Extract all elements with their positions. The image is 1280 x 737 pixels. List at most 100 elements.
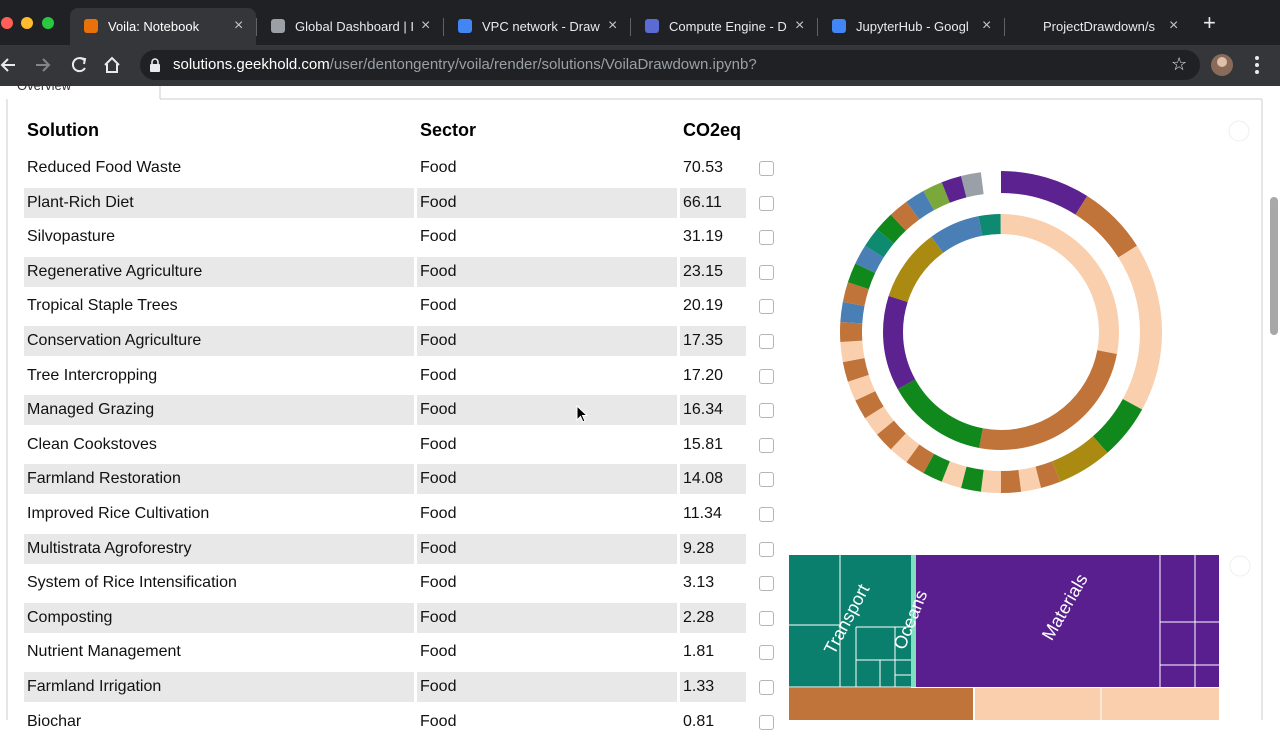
table-cell: 1.81 bbox=[683, 643, 715, 661]
table-cell: 66.11 bbox=[680, 187, 746, 218]
charts: Transport Oceans Materials bbox=[789, 171, 1219, 720]
table-cell: 16.34 bbox=[680, 395, 746, 426]
browser-tab[interactable]: JupyterHub - Googl × bbox=[818, 8, 1004, 45]
row-checkbox[interactable] bbox=[759, 230, 774, 246]
table-cell: Farmland Restoration bbox=[24, 464, 414, 495]
browser-tab[interactable]: ProjectDrawdown/s × bbox=[1005, 8, 1191, 45]
tab-bar: Voila: Notebook × Global Dashboard | I × VPC… bbox=[0, 0, 1280, 45]
url-text: solutions.geekhold.com/user/dentongentry… bbox=[173, 56, 757, 73]
row-checkbox[interactable] bbox=[759, 610, 774, 626]
table-cell: Tree Intercropping bbox=[27, 366, 158, 384]
tab-icon bbox=[645, 19, 659, 33]
table-cell: 0.81 bbox=[683, 712, 715, 730]
tab-icon bbox=[84, 19, 98, 33]
table-cell: 20.19 bbox=[683, 297, 724, 315]
tab-separator bbox=[1004, 18, 1005, 36]
nav-buttons[interactable] bbox=[0, 45, 140, 86]
tab-icon bbox=[832, 19, 846, 33]
lock-icon bbox=[150, 58, 160, 72]
row-checkbox[interactable] bbox=[759, 541, 774, 557]
table-cell: 1.33 bbox=[680, 672, 746, 702]
tab-close[interactable]: × bbox=[795, 17, 805, 34]
row-checkbox[interactable] bbox=[759, 576, 774, 592]
tab-title: Compute Engine - D bbox=[669, 19, 787, 34]
table-cell: 11.34 bbox=[683, 505, 722, 522]
url-host: solutions.geekhold.com bbox=[173, 56, 330, 73]
table-cell: Regenerative Agriculture bbox=[24, 256, 414, 287]
sunburst bbox=[840, 171, 1162, 493]
browser-tab[interactable]: Global Dashboard | I × bbox=[257, 8, 443, 45]
ring-segment bbox=[883, 214, 1119, 450]
table-cell: System of Rice Intensification bbox=[27, 574, 237, 592]
row-checkbox[interactable] bbox=[759, 437, 774, 453]
browser-tab[interactable]: VPC network - Draw × bbox=[444, 8, 630, 45]
tab-close[interactable]: × bbox=[608, 17, 618, 34]
table-cell: 15.81 bbox=[683, 435, 724, 453]
table-cell: Food bbox=[420, 366, 457, 384]
row-checkbox[interactable] bbox=[759, 264, 774, 280]
row-checkbox[interactable] bbox=[759, 507, 774, 522]
url-path: /user/dentongentry/voila/render/solution… bbox=[329, 56, 757, 73]
ring-segment bbox=[840, 171, 1162, 493]
table-cell: Food bbox=[420, 712, 457, 730]
table-cell: Food bbox=[417, 602, 677, 633]
table-cell: Food bbox=[420, 159, 457, 176]
table-cell: Food bbox=[420, 574, 457, 592]
table-cell: Clean Cookstoves bbox=[27, 435, 157, 453]
tab-close[interactable]: × bbox=[421, 17, 431, 34]
table-cell: 3.13 bbox=[683, 574, 715, 592]
table-cell: Conservation Agriculture bbox=[24, 326, 414, 356]
row-checkbox[interactable] bbox=[759, 680, 774, 695]
table-cell: Food bbox=[420, 297, 457, 315]
table-cell: 14.08 bbox=[680, 464, 746, 495]
overview-tab[interactable]: Overview bbox=[17, 78, 72, 93]
row-checkbox[interactable] bbox=[759, 645, 774, 661]
table-cell: Food bbox=[417, 395, 677, 426]
tab-title: Voila: Notebook bbox=[108, 19, 200, 34]
column-header: CO2eq bbox=[683, 120, 742, 140]
tab-separator bbox=[256, 18, 257, 36]
tab-close[interactable]: × bbox=[234, 17, 244, 34]
table-cell: Reduced Food Waste bbox=[27, 159, 182, 176]
row-checkbox[interactable] bbox=[759, 472, 774, 488]
ring-segment bbox=[840, 171, 1162, 493]
tab-close[interactable]: × bbox=[1169, 17, 1179, 34]
row-checkbox[interactable] bbox=[759, 403, 774, 419]
row-checkbox[interactable] bbox=[759, 368, 774, 384]
table-cell: Managed Grazing bbox=[24, 395, 414, 426]
tab-close[interactable]: × bbox=[982, 17, 992, 34]
tab-separator bbox=[630, 18, 631, 36]
browser-tab[interactable]: Voila: Notebook × bbox=[70, 8, 256, 45]
table-cell: Food bbox=[417, 464, 677, 495]
table-cell: Silvopasture bbox=[27, 228, 116, 246]
url-field[interactable]: solutions.geekhold.com/user/dentongentry… bbox=[140, 50, 1200, 80]
row-checkbox[interactable] bbox=[759, 195, 774, 211]
row-checkbox[interactable] bbox=[759, 299, 774, 315]
tab-title: Global Dashboard | I bbox=[295, 19, 414, 34]
table-cell: Tropical Staple Trees bbox=[27, 297, 178, 315]
tab-separator bbox=[443, 18, 444, 36]
profile-menu[interactable] bbox=[1210, 53, 1270, 79]
tab-icon bbox=[1019, 19, 1033, 33]
treemap: Transport Oceans Materials bbox=[789, 555, 1219, 720]
row-checkbox[interactable] bbox=[759, 161, 774, 176]
ring-segment bbox=[840, 171, 1162, 493]
table-cell: 9.28 bbox=[680, 533, 746, 564]
table-cell: Food bbox=[420, 505, 457, 522]
mouse-cursor bbox=[576, 405, 589, 423]
ring-segment bbox=[883, 214, 1119, 450]
ring-segment bbox=[883, 214, 1119, 450]
row-checkbox[interactable] bbox=[759, 334, 774, 349]
table-cell: Food bbox=[420, 435, 457, 453]
table-cell: Food bbox=[417, 326, 677, 356]
table-cell: Nutrient Management bbox=[27, 643, 181, 661]
tab-title: ProjectDrawdown/s bbox=[1043, 19, 1155, 34]
bookmark-star[interactable]: ☆ bbox=[1171, 54, 1188, 74]
tab-icon bbox=[458, 19, 472, 33]
new-tab[interactable]: + bbox=[1203, 10, 1216, 35]
table-cell: Food bbox=[417, 672, 677, 702]
browser-tab[interactable]: Compute Engine - D × bbox=[631, 8, 817, 45]
row-checkbox[interactable] bbox=[759, 714, 774, 730]
table-cell: Plant-Rich Diet bbox=[24, 187, 414, 218]
table-cell: 17.20 bbox=[683, 366, 724, 384]
